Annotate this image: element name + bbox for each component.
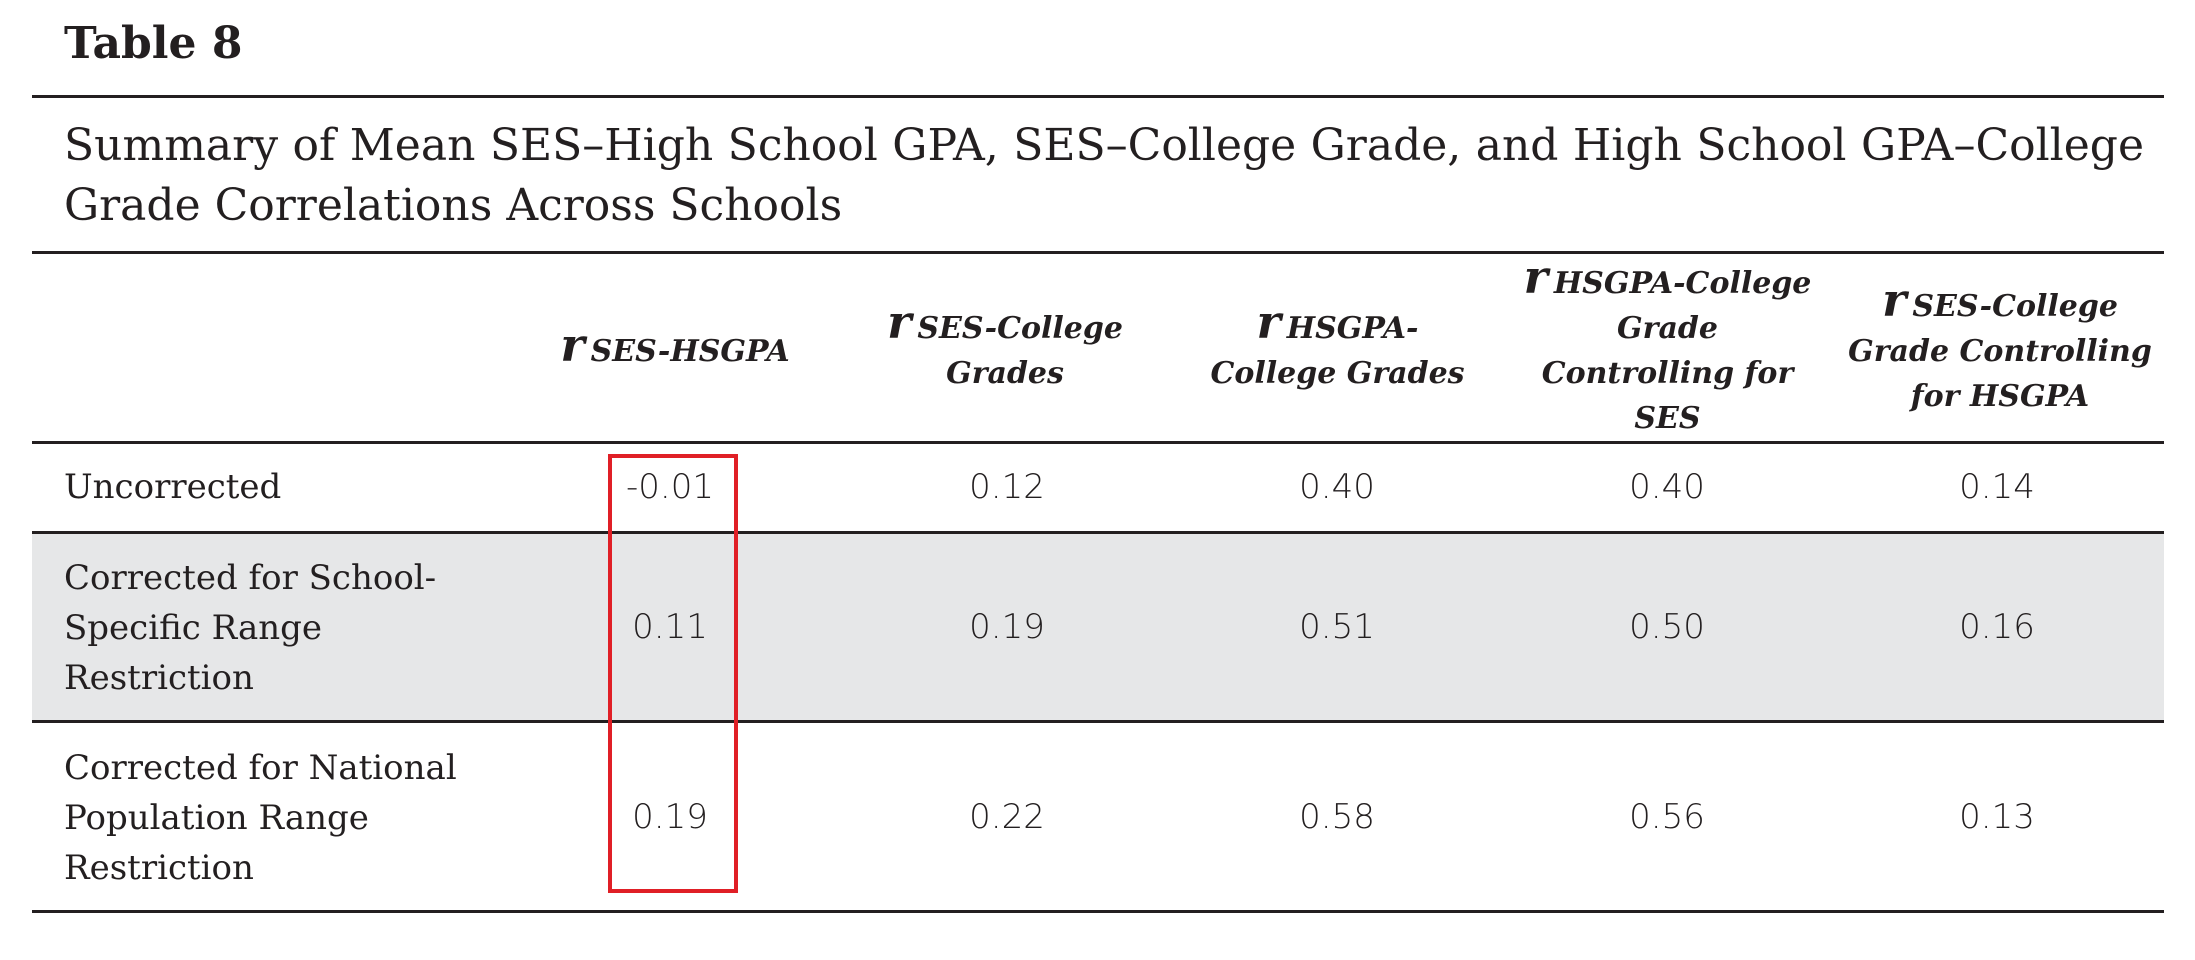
table-cell: 0.16 [1959,607,2035,647]
caption-rule [32,251,2164,254]
header-symbol: r [887,295,912,349]
header-subscript: SES-HSGPA [590,333,790,369]
header-symbol: r [1256,295,1281,349]
column-header-ses-college-controlling-hsgpa: r SES-College Grade Controlling for HSGPA [1840,258,2160,438]
table-cell: 0.56 [1629,797,1705,837]
table-cell: 0.19 [632,797,708,837]
header-symbol: r [560,317,585,372]
row-label-uncorrected: Uncorrected [64,467,282,507]
header-subscript: SES-College Grade Controlling for HSGPA [1848,288,2152,414]
top-rule [32,95,2164,98]
column-header-hsgpa-college-controlling-ses: r HSGPA-College Grade Controlling for SES [1520,254,1815,438]
header-subscript: HSGPA-College Grade Controlling for SES [1541,266,1812,436]
table-cell: 0.14 [1959,467,2035,507]
column-header-ses-college-grades: r SES-College Grades [830,258,1180,438]
table-cell: 0.13 [1959,797,2035,837]
column-header-ses-hsgpa: r SES-HSGPA [555,258,795,438]
column-header-hsgpa-college-grades: r HSGPA- College Grades [1195,258,1480,438]
table-cell: 0.19 [969,607,1045,647]
table-cell: 0.50 [1629,607,1705,647]
row-label-national-population: Corrected for National Population Range … [64,748,457,888]
highlight-box [608,454,738,893]
table-cell: 0.12 [969,467,1045,507]
bottom-rule [32,910,2164,913]
header-rule [32,441,2164,444]
table-cell: 0.40 [1629,467,1705,507]
table-caption: Summary of Mean SES–High School GPA, SES… [64,120,2144,231]
header-subscript: SES-College Grades [917,311,1123,391]
header-subscript: HSGPA- College Grades [1210,311,1465,391]
shaded-row-background [32,534,2164,720]
table-cell: 0.51 [1299,607,1375,647]
table-cell: 0.11 [632,607,708,647]
row-rule [32,531,2164,534]
header-symbol: r [1882,272,1907,327]
table-cell: 0.40 [1299,467,1375,507]
row-label-school-specific: Corrected for School- Specific Range Res… [64,558,437,698]
table-cell: 0.22 [969,797,1045,837]
row-rule [32,720,2164,723]
table-cell: 0.58 [1299,797,1375,837]
table-cell: -0.01 [626,467,714,507]
table-number: Table 8 [64,18,243,69]
header-symbol: r [1523,250,1548,304]
